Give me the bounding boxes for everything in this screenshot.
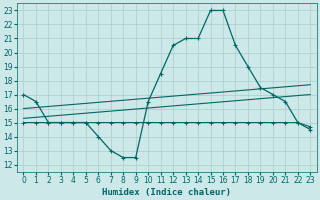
X-axis label: Humidex (Indice chaleur): Humidex (Indice chaleur): [102, 188, 231, 197]
